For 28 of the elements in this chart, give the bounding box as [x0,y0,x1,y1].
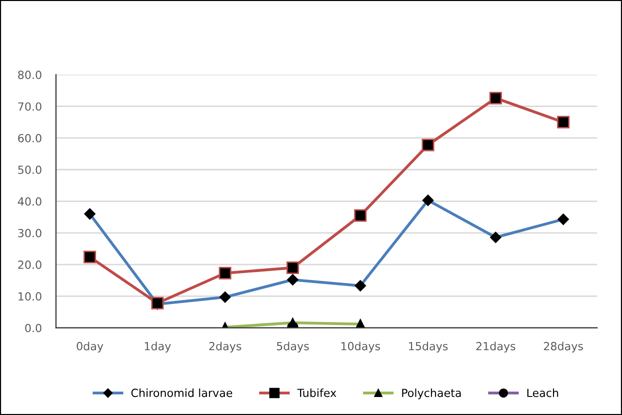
legend-label: Tubifex [297,388,336,398]
point [84,250,96,264]
x-tick-label: 2days [209,342,242,352]
x-tick-label: 28days [544,342,583,352]
point [557,116,570,128]
y-tick-label: 30.0 [18,228,42,238]
point [489,92,502,104]
y-tick-label: 40.0 [18,197,42,206]
x-tick-label: 10days [341,342,380,352]
point [354,209,367,222]
y-tick-label: 50.0 [18,166,42,174]
y-tick-label: 60.0 [18,134,42,142]
point [286,261,299,274]
legend-label: Leach [527,388,558,398]
x-tick-label: 0day [76,342,104,352]
y-tick-label: 70.0 [18,102,42,111]
point [218,266,232,280]
x-tick-label: 21days [476,342,516,352]
x-tick-label: 15days [409,342,448,352]
y-tick-label: 80.0 [18,70,42,80]
x-tick-label: 1day [144,342,171,352]
point [422,138,434,152]
x-tick-label: 5days [276,342,309,352]
y-tick-label: 20.0 [18,260,42,269]
y-tick-label: 10.0 [18,292,42,301]
y-tick-label: 0.0 [25,324,42,332]
legend-label: Polychaeta [402,388,461,400]
legend-label: Chironomid larvae [131,388,232,398]
